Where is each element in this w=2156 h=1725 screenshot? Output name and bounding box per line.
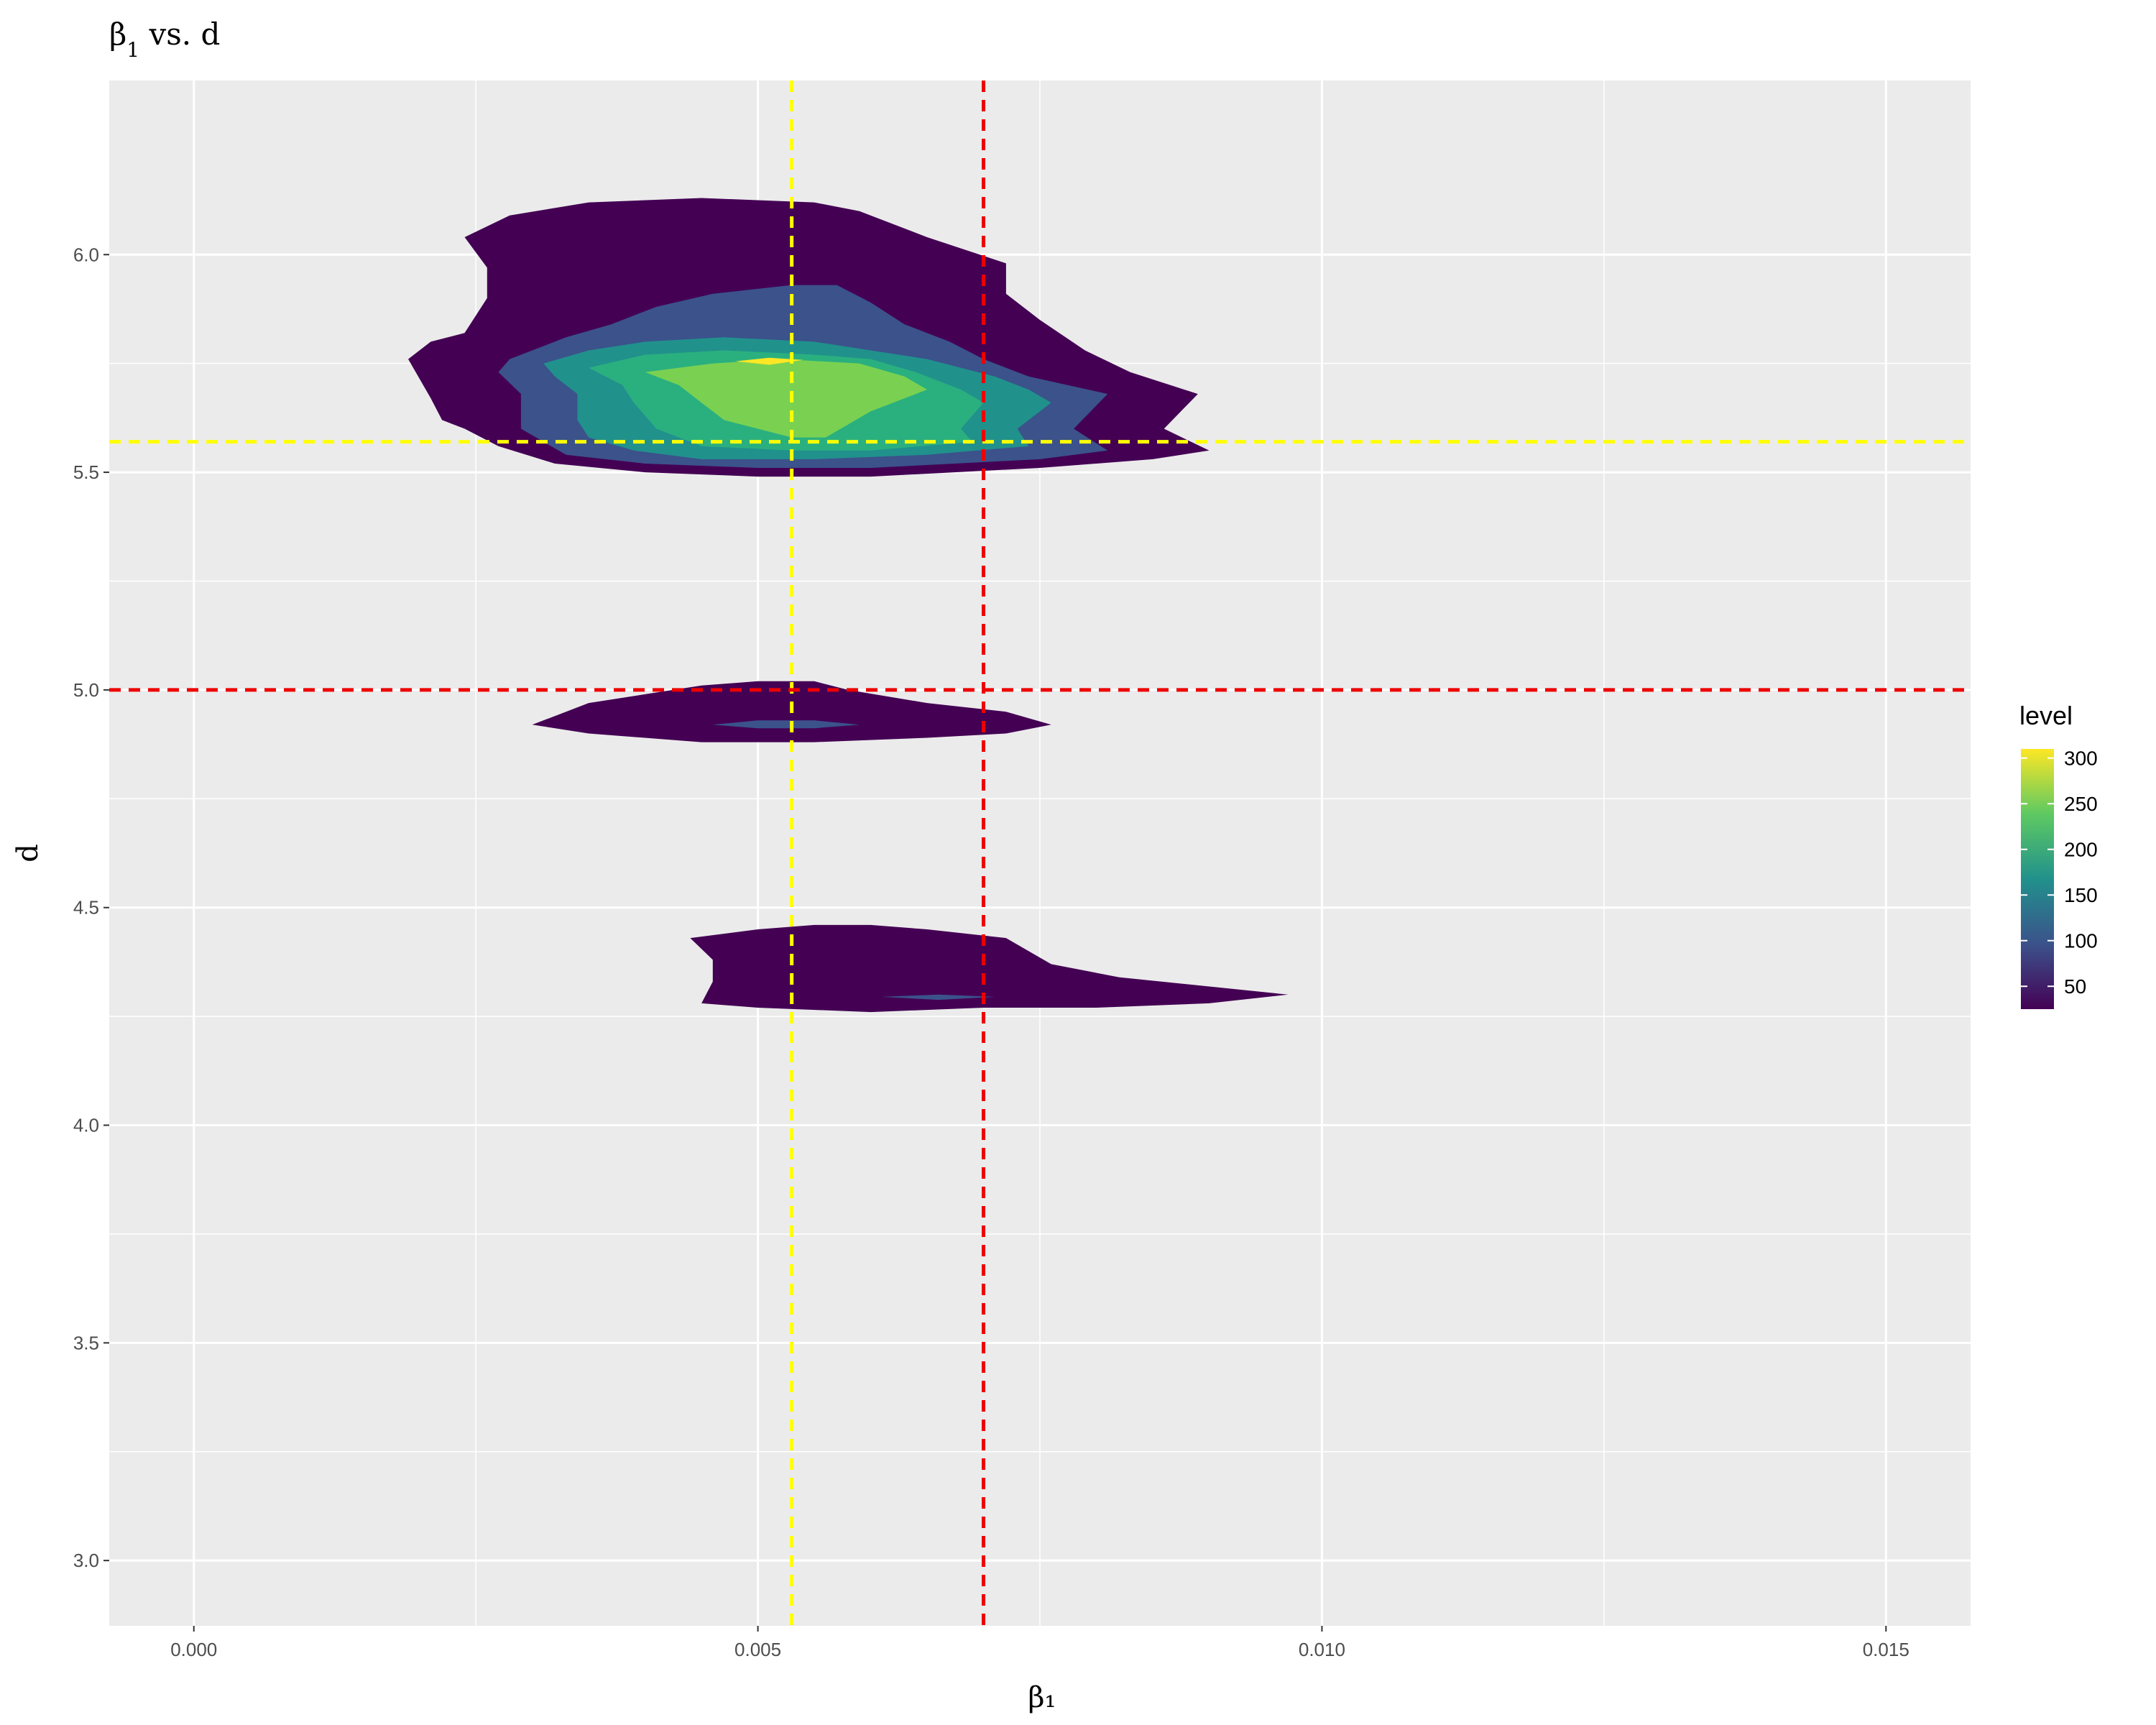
contour-level-100	[712, 720, 860, 729]
contour-level-250	[645, 359, 927, 438]
legend-title: level	[2019, 701, 2073, 730]
legend-tick-label: 150	[2064, 884, 2098, 906]
plot-title-rest: vs. d	[139, 17, 220, 52]
reference-lines	[109, 80, 1971, 1626]
y-tick-label: 3.0	[73, 1550, 99, 1571]
y-tick-label: 5.0	[73, 679, 99, 701]
contour-bands	[408, 198, 1289, 1013]
plot-title-subscript: 1	[126, 38, 139, 62]
legend-tick-label: 300	[2064, 748, 2098, 770]
y-tick-label: 5.5	[73, 461, 99, 483]
plot-title-beta: β	[109, 17, 126, 52]
x-axis: 0.000 0.005 0.010 0.015	[170, 1626, 1909, 1660]
plot-title: β1 vs. d	[109, 17, 220, 62]
legend-tick-label: 250	[2064, 793, 2098, 815]
contour-level-50	[690, 924, 1289, 1013]
y-tick-label: 3.5	[73, 1332, 99, 1353]
x-tick-label: 0.005	[734, 1639, 781, 1660]
x-tick-label: 0.015	[1863, 1639, 1909, 1660]
y-axis: 3.0 3.5 4.0 4.5 5.0 5.5 6.0	[73, 244, 109, 1571]
legend: level 50 100 150 200 250 300	[2019, 701, 2098, 1009]
legend-tick-label: 50	[2064, 975, 2086, 998]
x-tick-label: 0.000	[170, 1639, 217, 1660]
legend-colorbar	[2021, 749, 2054, 1009]
y-tick-label: 4.0	[73, 1115, 99, 1136]
y-axis-title: d	[11, 844, 45, 862]
legend-ticks: 50 100 150 200 250 300	[2021, 748, 2098, 998]
contour-level-100	[882, 994, 995, 1000]
y-tick-label: 6.0	[73, 244, 99, 265]
x-tick-label: 0.010	[1299, 1639, 1345, 1660]
contour-level-300	[735, 357, 803, 365]
legend-tick-label: 100	[2064, 930, 2098, 952]
legend-tick-label: 200	[2064, 839, 2098, 861]
y-tick-label: 4.5	[73, 897, 99, 919]
x-axis-title: β₁	[1028, 1681, 1056, 1714]
